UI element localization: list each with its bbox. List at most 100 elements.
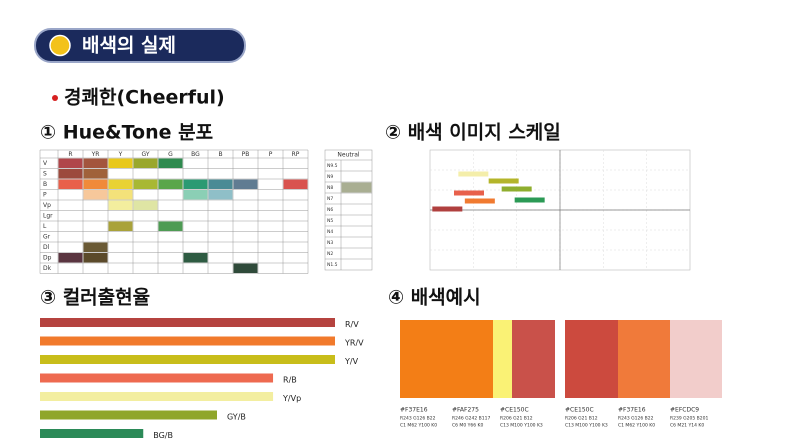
swatch-cmyk: C6 M0 Y66 K0 [452, 423, 483, 429]
neutral-label: N9 [327, 174, 333, 180]
tone-cell [58, 179, 83, 189]
tone-label: Gr [43, 233, 51, 240]
swatch-rgb: R246 G242 B117 [452, 416, 490, 422]
tone-label: Dp [43, 254, 52, 261]
swatch [670, 320, 722, 398]
scale-mark [432, 206, 463, 212]
neutral-title: Neutral [337, 152, 359, 159]
bar-label: R/V [345, 320, 359, 329]
tone-cell [83, 253, 108, 263]
scale-mark [464, 198, 495, 204]
scale-mark [454, 190, 484, 196]
swatch-rgb: R243 G126 B22 [618, 416, 654, 422]
tone-cell [183, 190, 208, 200]
bar-label: YR/V [344, 339, 364, 348]
bar [40, 318, 335, 327]
tone-cell [158, 221, 183, 231]
neutral-label: N6 [327, 207, 333, 213]
swatch-cmyk: C13 M100 Y100 K3 [500, 423, 543, 429]
swatch-hex: #EFCDC9 [670, 407, 699, 414]
neutral-cell [341, 182, 372, 193]
bullet [52, 95, 58, 101]
subtitle: 경쾌한(Cheerful) [64, 87, 225, 109]
tone-cell [108, 179, 133, 189]
bar [40, 336, 335, 346]
tone-cell [83, 169, 108, 179]
bar-label: Y/Vp [282, 394, 301, 403]
swatch [400, 320, 493, 398]
section-title: ① Hue&Tone 분포 [40, 122, 213, 144]
hue-label: P [269, 151, 273, 158]
tone-cell [158, 179, 183, 189]
scale-mark [514, 197, 545, 203]
tone-cell [283, 179, 308, 189]
tone-label: V [43, 160, 48, 167]
tone-cell [233, 263, 258, 273]
tone-cell [183, 179, 208, 189]
hue-label: PB [242, 151, 250, 158]
swatch-hex: #CE150C [565, 407, 594, 414]
swatch-rgb: R243 G126 B22 [400, 416, 436, 422]
tone-cell [133, 200, 158, 210]
tone-cell [133, 179, 158, 189]
section-title: ④ 배색예시 [388, 287, 481, 309]
tone-cell [108, 221, 133, 231]
tone-cell [158, 158, 183, 168]
tone-label: S [43, 170, 47, 177]
tone-cell [208, 190, 233, 200]
bar-label: Y/V [344, 357, 359, 366]
hue-label: R [68, 151, 72, 158]
neutral-label: N4 [327, 229, 333, 235]
neutral-label: N9.5 [327, 163, 338, 169]
section-title: ② 배색 이미지 스케일 [385, 122, 561, 144]
swatch [493, 320, 512, 398]
swatch-cmyk: C6 M21 Y14 K0 [670, 423, 704, 429]
tone-cell [83, 179, 108, 189]
tone-cell [108, 190, 133, 200]
neutral-label: N3 [327, 240, 333, 246]
tone-cell [108, 158, 133, 168]
bar [40, 429, 144, 438]
hue-label: RP [292, 151, 300, 158]
swatch-hex: #F37E16 [618, 407, 646, 414]
tone-cell [83, 190, 108, 200]
tone-cell [133, 158, 158, 168]
tone-cell [58, 253, 83, 263]
bar [40, 410, 217, 420]
tone-label: B [43, 181, 47, 188]
tone-cell [233, 179, 258, 189]
bar [40, 355, 335, 364]
swatch-hex: #FAF275 [452, 407, 479, 414]
scale-mark [458, 171, 489, 177]
tone-label: P [43, 191, 47, 198]
section-title: ③ 컬러출현율 [40, 287, 150, 309]
tone-cell [183, 253, 208, 263]
swatch-rgb: R206 G21 B12 [565, 416, 598, 422]
neutral-label: N7 [327, 196, 333, 202]
swatch-hex: #CE150C [500, 407, 529, 414]
hue-label: GY [141, 151, 149, 158]
hue-label: BG [191, 151, 200, 158]
bar-label: GY/B [227, 413, 246, 422]
tone-label: Vp [43, 202, 51, 209]
swatch-rgb: R206 G21 B12 [500, 416, 533, 422]
tone-cell [83, 158, 108, 168]
swatch [565, 320, 618, 398]
swatch-hex: #F37E16 [400, 407, 428, 414]
swatch [512, 320, 555, 398]
neutral-label: N1.5 [327, 262, 338, 268]
tone-label: Dl [43, 244, 50, 251]
swatch-cmyk: C1 M62 Y100 K0 [618, 423, 655, 429]
tone-cell [108, 200, 133, 210]
bar-label: BG/B [153, 431, 173, 440]
tone-label: Lgr [43, 212, 53, 219]
swatch-cmyk: C13 M100 Y100 K3 [565, 423, 608, 429]
tone-label: Dk [43, 265, 52, 272]
bar [40, 392, 274, 401]
title: 배색의 실제 [82, 35, 176, 57]
hue-label: YR [91, 151, 100, 158]
bar [40, 373, 274, 383]
swatch-cmyk: C1 M62 Y100 K0 [400, 423, 437, 429]
tone-cell [83, 242, 108, 252]
scale-mark [501, 186, 532, 192]
